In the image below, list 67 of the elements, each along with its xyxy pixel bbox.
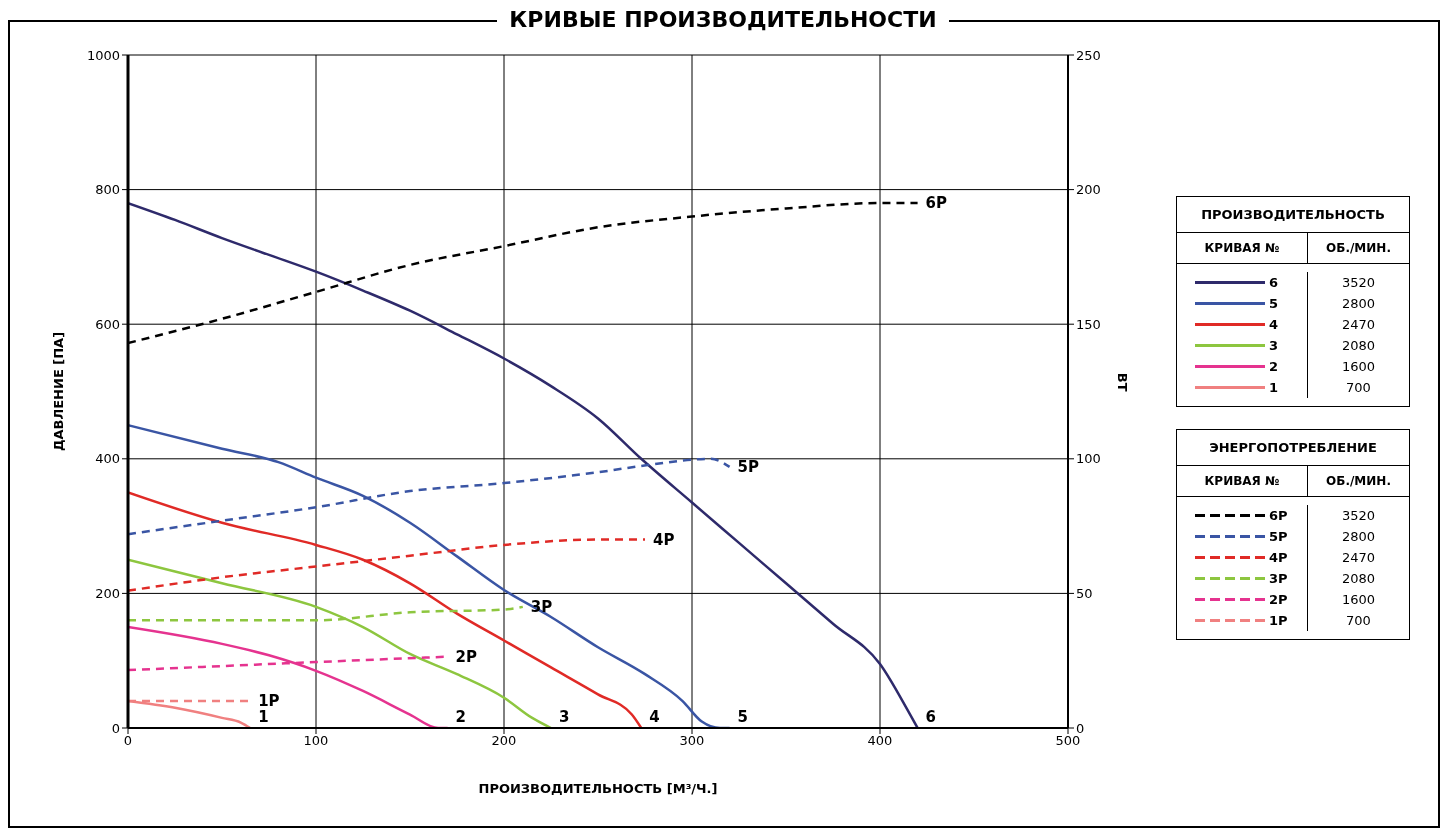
- y2-tick-label: 150: [1076, 316, 1101, 332]
- y-tick-label: 200: [95, 586, 120, 602]
- text: 3520: [1340, 508, 1377, 523]
- text: 2080: [1340, 571, 1377, 586]
- text: КРИВАЯ №: [1177, 233, 1308, 263]
- legend-label: 6P: [1269, 508, 1288, 523]
- line-series: [128, 558, 553, 728]
- text: ОБ./МИН.: [1325, 240, 1392, 257]
- y2-tick-label: 50: [1076, 586, 1093, 602]
- text: 4P: [653, 530, 675, 549]
- series-label: 1: [258, 708, 269, 726]
- text: 2800: [1340, 529, 1377, 544]
- y-tick-label: 0: [111, 720, 120, 736]
- text: 700: [1345, 613, 1372, 628]
- text: 5P: [737, 457, 760, 476]
- y-axis-title: ДАВЛЕНИЕ [ПА]: [50, 331, 66, 452]
- x-tick-label: 0: [123, 733, 133, 749]
- text: 2800: [1340, 296, 1377, 311]
- text: 4: [1269, 317, 1279, 332]
- y-tick-label: 600: [95, 316, 120, 332]
- y2-tick-label: 200: [1076, 182, 1101, 198]
- text: 3P: [530, 597, 553, 616]
- line-series: [128, 491, 643, 728]
- y2-axis-title: ВТ: [1115, 372, 1131, 392]
- legend-label: 5P: [1269, 529, 1288, 544]
- series-label: 3: [559, 708, 570, 726]
- x-tick-label: 500: [1055, 733, 1081, 749]
- legend-label: 1P: [1269, 613, 1288, 628]
- y2-tick-label: 250: [1076, 47, 1101, 63]
- text: 2470: [1340, 550, 1377, 565]
- chart-title: КРИВЫЕ ПРОИЗВОДИТЕЛЬНОСТИ: [497, 7, 949, 32]
- text: 3: [1269, 338, 1279, 353]
- text: 6P: [925, 194, 948, 213]
- text: 1600: [1340, 592, 1377, 607]
- y2-tick-label: 0: [1076, 720, 1085, 736]
- text: КРИВАЯ №: [1177, 466, 1308, 496]
- text: 2: [1269, 359, 1279, 374]
- series-label: 4: [649, 708, 660, 726]
- y-tick-label: 800: [95, 182, 120, 198]
- y2-tick-label: 100: [1076, 451, 1101, 467]
- text: 5: [1269, 296, 1279, 311]
- text: 2080: [1340, 338, 1377, 353]
- x-tick-label: 100: [303, 733, 329, 749]
- y-tick-label: 400: [95, 451, 120, 467]
- series-label: 2: [455, 708, 467, 726]
- legend-label: 4P: [1269, 550, 1288, 565]
- text: 2470: [1340, 317, 1377, 332]
- text: 3520: [1340, 275, 1377, 290]
- y-tick-label: 1000: [86, 47, 120, 63]
- line-series: [128, 201, 919, 728]
- text: 700: [1345, 380, 1372, 395]
- text: 1P: [258, 692, 280, 711]
- text: 1: [1269, 380, 1279, 395]
- x-axis-title: ПРОИЗВОДИТЕЛЬНОСТЬ [М³/Ч.]: [478, 781, 718, 796]
- series-label: 5: [737, 708, 749, 726]
- text: 6: [1269, 275, 1279, 290]
- legend-label: 3P: [1269, 571, 1288, 586]
- legend-label: 2P: [1269, 592, 1288, 607]
- text: 1600: [1340, 359, 1377, 374]
- series-label: 6: [925, 708, 937, 726]
- x-tick-label: 400: [867, 733, 893, 749]
- text: 2P: [455, 647, 478, 666]
- text: ПРОИЗВОДИТЕЛЬНОСТЬ: [1177, 197, 1409, 233]
- x-tick-label: 300: [679, 733, 705, 749]
- text: ЭНЕРГОПОТРЕБЛЕНИЕ: [1177, 430, 1409, 466]
- text: ОБ./МИН.: [1325, 473, 1392, 490]
- x-tick-label: 200: [491, 733, 517, 749]
